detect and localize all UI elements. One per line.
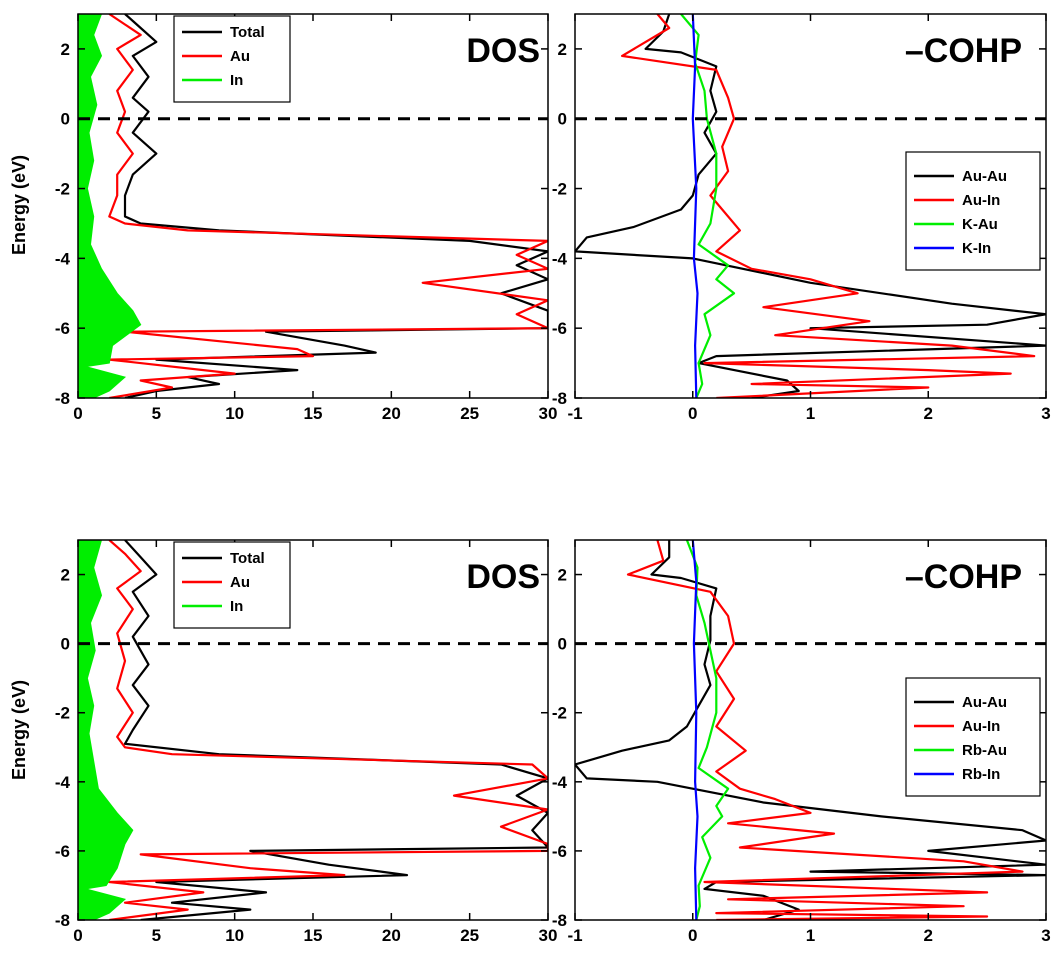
legend-entry: Rb-Au: [962, 742, 1007, 759]
series-total-line: [123, 14, 548, 398]
y-tick-label: -8: [55, 911, 70, 930]
x-tick-label: 5: [152, 404, 161, 423]
legend-entry: In: [230, 72, 243, 89]
x-tick-label: 0: [73, 404, 82, 423]
legend-entry: Au-In: [962, 718, 1000, 735]
x-tick-label: 1: [806, 404, 815, 423]
x-tick-label: 3: [1041, 404, 1050, 423]
y-tick-label: -6: [552, 842, 567, 861]
y-tick-label: 0: [61, 110, 70, 129]
y-tick-label: -6: [552, 319, 567, 338]
y-tick-label: 0: [61, 635, 70, 654]
x-tick-label: 30: [539, 404, 558, 423]
legend-entry: Au: [230, 48, 250, 65]
y-tick-label: -8: [55, 389, 70, 408]
x-tick-label: 3: [1041, 926, 1050, 945]
legend-entry: K-Au: [962, 216, 998, 233]
series-au-line: [108, 14, 548, 398]
x-tick-label: 2: [924, 926, 933, 945]
panel-bottom-dos: 0 5 10 15 20 25 30 -8 -6 -4 -2 0 2 DOS Total Au In: [55, 539, 558, 945]
y-tick-label: -8: [552, 389, 567, 408]
y-tick-label: -6: [55, 319, 70, 338]
y-tick-label: -4: [55, 773, 71, 792]
panel-top-dos: 0 5 10 15 20 25 30 -8 -6 -4 -2 0 2 DOS Total Au In: [55, 13, 558, 423]
x-tick-label: -1: [567, 926, 582, 945]
legend-box: [905, 151, 1041, 271]
y-tick-label: -4: [552, 249, 568, 268]
series-au-au-line: [575, 14, 1046, 398]
legend-box: [173, 15, 291, 103]
x-tick-label: 10: [225, 404, 244, 423]
y-tick-label: 2: [558, 566, 567, 585]
panel-title: –COHP: [905, 32, 1022, 70]
legend-entry: K-In: [962, 240, 991, 257]
series-au-in-line: [626, 540, 1024, 920]
x-tick-label: 20: [382, 926, 401, 945]
legend-entry: In: [230, 598, 243, 615]
panel-top-cohp: -1 0 1 2 3 -8 -6 -4 -2 0 2 –COHP Au-Au Au-In K-Au K-In: [552, 13, 1051, 423]
panel-title: –COHP: [905, 558, 1022, 596]
x-tick-label: -1: [567, 404, 582, 423]
y-tick-label: -2: [55, 180, 70, 199]
x-tick-label: 0: [688, 926, 697, 945]
x-tick-label: 15: [304, 404, 323, 423]
series-k-au-line: [680, 14, 736, 398]
legend-entry: Au: [230, 574, 250, 591]
x-tick-label: 2: [924, 404, 933, 423]
series-au-in-line: [620, 14, 1036, 398]
y-tick-label: -2: [55, 704, 70, 723]
legend-entry: Au-In: [962, 192, 1000, 209]
x-tick-label: 10: [225, 926, 244, 945]
y-tick-label: -2: [552, 704, 567, 723]
series-au-line: [108, 540, 548, 920]
series-au-au-line: [575, 540, 1046, 920]
y-tick-label: 0: [558, 635, 567, 654]
panel-title: DOS: [466, 32, 540, 70]
panel-title: DOS: [466, 558, 540, 596]
x-tick-label: 25: [460, 926, 479, 945]
x-tick-label: 5: [152, 926, 161, 945]
y-tick-label: 2: [61, 566, 70, 585]
series-in-area: [78, 14, 142, 398]
y-axis-label-bottom: Energy (eV): [9, 680, 29, 780]
x-tick-label: 0: [688, 404, 697, 423]
panel-bottom-cohp: -1 0 1 2 3 -8 -6 -4 -2 0 2 –COHP Au-Au Au-In Rb-Au Rb-I…: [552, 539, 1051, 945]
legend-entry: Total: [230, 550, 265, 567]
x-tick-label: 0: [73, 926, 82, 945]
series-rb-in-line: [691, 540, 699, 920]
x-tick-label: 25: [460, 404, 479, 423]
legend-entry: Rb-In: [962, 766, 1000, 783]
x-tick-label: 15: [304, 926, 323, 945]
series-total-line: [123, 540, 548, 920]
y-tick-label: 2: [61, 40, 70, 59]
y-tick-label: -4: [55, 249, 71, 268]
legend-box: [173, 541, 291, 629]
series-rb-au-line: [685, 540, 730, 920]
legend-entry: Au-Au: [962, 694, 1007, 711]
y-tick-label: 0: [558, 110, 567, 129]
y-axis-label-top: Energy (eV): [9, 155, 29, 255]
x-tick-label: 1: [806, 926, 815, 945]
x-tick-label: 20: [382, 404, 401, 423]
legend-box: [905, 677, 1041, 797]
series-in-area: [78, 540, 134, 920]
legend-entry: Total: [230, 24, 265, 41]
series-k-in-line: [691, 14, 699, 398]
y-tick-label: 2: [558, 40, 567, 59]
x-tick-label: 30: [539, 926, 558, 945]
legend-entry: Au-Au: [962, 168, 1007, 185]
y-tick-label: -4: [552, 773, 568, 792]
y-tick-label: -6: [55, 842, 70, 861]
y-tick-label: -8: [552, 911, 567, 930]
y-tick-label: -2: [552, 180, 567, 199]
